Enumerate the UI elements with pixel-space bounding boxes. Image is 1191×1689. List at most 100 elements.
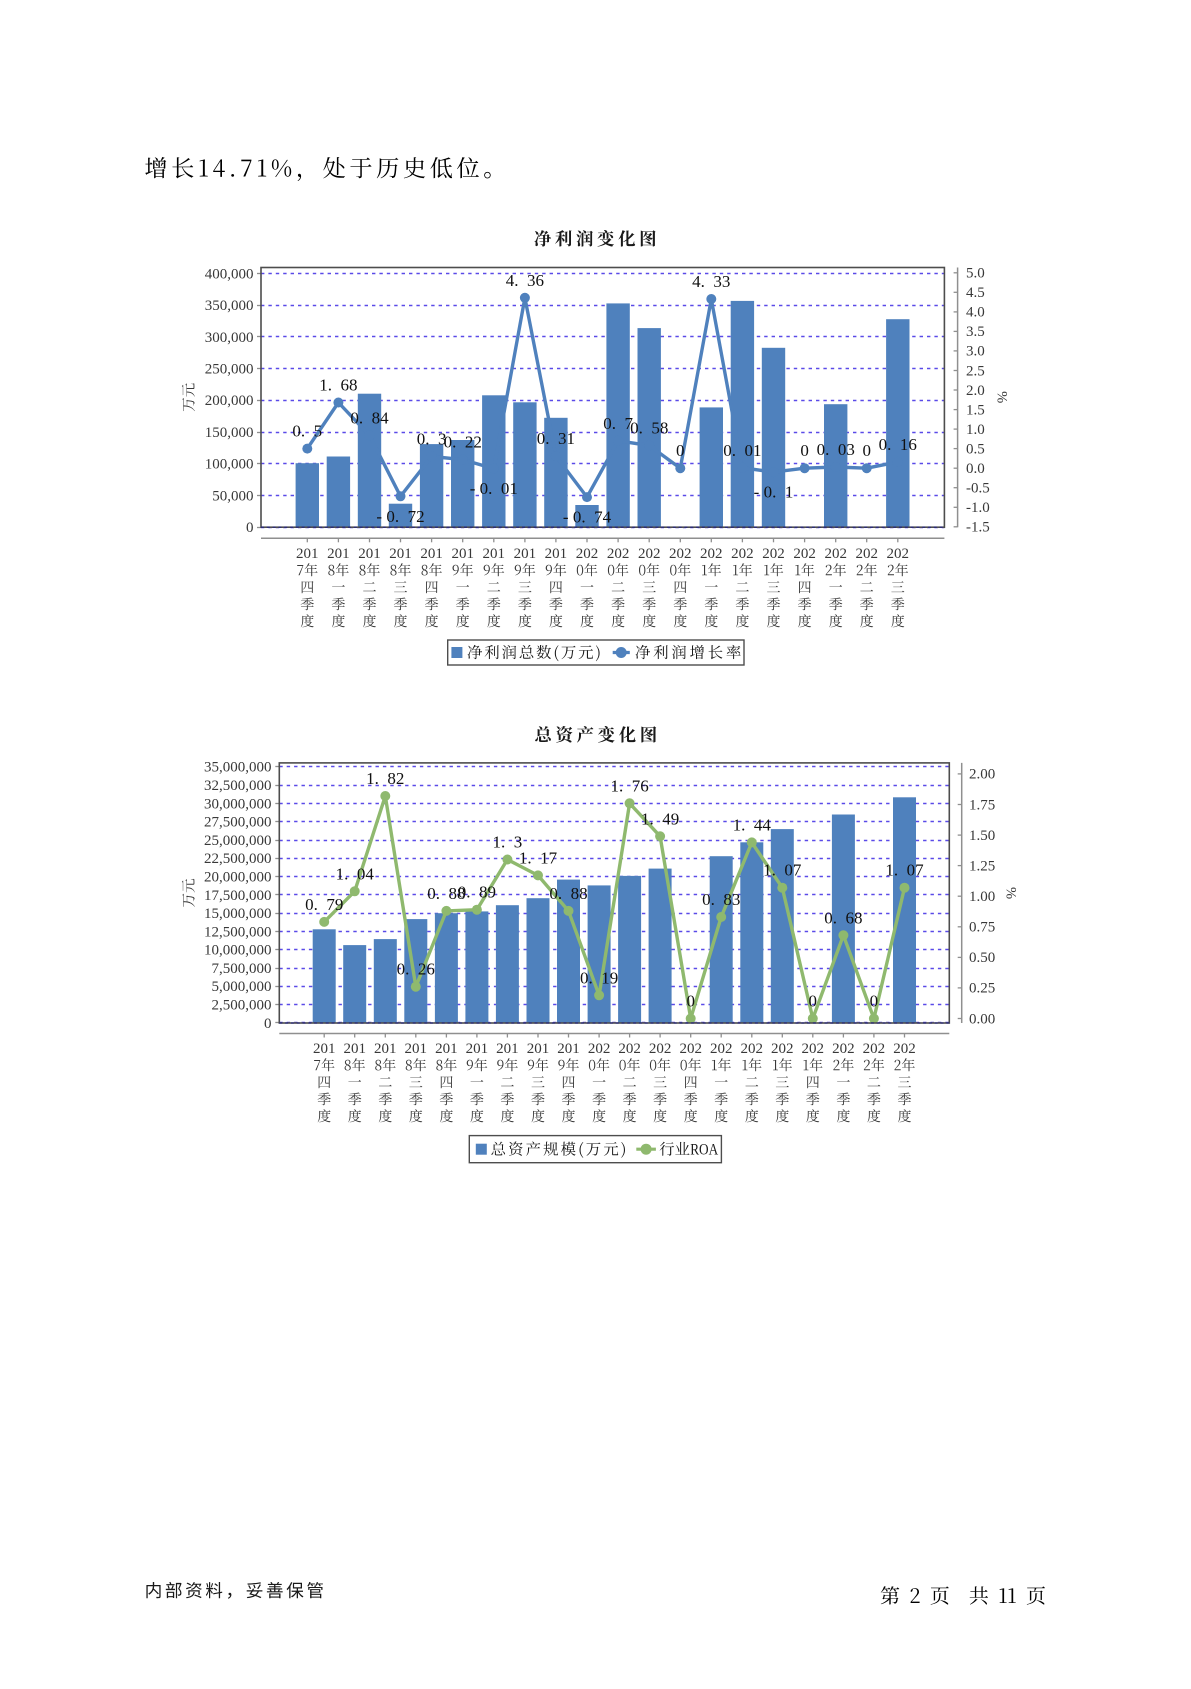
svg-text:0.00: 0.00 [969, 1011, 995, 1027]
svg-text:202: 202 [618, 1041, 641, 1057]
svg-text:202: 202 [762, 546, 785, 562]
svg-text:202: 202 [802, 1041, 825, 1057]
svg-text:2,500,000: 2,500,000 [212, 998, 272, 1014]
svg-text:201: 201 [313, 1041, 336, 1057]
svg-text:202: 202 [607, 546, 630, 562]
svg-text:0. 3: 0. 3 [417, 430, 447, 449]
svg-text:0: 0 [870, 992, 879, 1011]
svg-text:0. 26: 0. 26 [397, 960, 435, 979]
svg-text:22,500,000: 22,500,000 [204, 851, 272, 867]
svg-text:4. 33: 4. 33 [692, 272, 730, 291]
svg-text:0.0: 0.0 [966, 461, 985, 477]
svg-text:1. 04: 1. 04 [336, 864, 375, 883]
svg-text:0.75: 0.75 [969, 920, 995, 936]
svg-text:201: 201 [296, 546, 319, 562]
svg-text:201: 201 [466, 1041, 489, 1057]
svg-text:25,000,000: 25,000,000 [204, 833, 272, 849]
svg-text:1. 3: 1. 3 [493, 833, 523, 852]
svg-text:202: 202 [649, 1041, 672, 1057]
svg-text:4.0: 4.0 [966, 305, 985, 321]
svg-text:202: 202 [679, 1041, 702, 1057]
svg-text:0. 79: 0. 79 [305, 895, 343, 914]
svg-text:201: 201 [527, 1041, 550, 1057]
svg-text:0: 0 [862, 441, 871, 460]
svg-text:201: 201 [327, 546, 350, 562]
svg-text:201: 201 [358, 546, 381, 562]
svg-text:202: 202 [793, 546, 816, 562]
svg-text:201: 201 [343, 1041, 366, 1057]
svg-text:100,000: 100,000 [205, 457, 254, 473]
svg-text:0. 58: 0. 58 [630, 419, 668, 438]
svg-text:20,000,000: 20,000,000 [204, 870, 272, 886]
svg-text:201: 201 [545, 546, 568, 562]
svg-text:32,500,000: 32,500,000 [204, 778, 272, 794]
svg-text:- 0. 74: - 0. 74 [563, 508, 612, 527]
svg-text:201: 201 [451, 546, 474, 562]
svg-text:1. 07: 1. 07 [763, 861, 802, 880]
svg-text:202: 202 [588, 1041, 611, 1057]
svg-text:400,000: 400,000 [205, 266, 254, 282]
svg-text:0: 0 [686, 992, 695, 1011]
svg-text:12,500,000: 12,500,000 [204, 924, 272, 940]
svg-text:1. 07: 1. 07 [885, 861, 924, 880]
svg-text:202: 202 [771, 1041, 794, 1057]
svg-text:0: 0 [264, 1016, 272, 1032]
svg-text:202: 202 [824, 546, 847, 562]
svg-text:- 0. 72: - 0. 72 [376, 507, 424, 526]
svg-text:201: 201 [405, 1041, 428, 1057]
svg-text:2.0: 2.0 [966, 383, 985, 399]
svg-text:5,000,000: 5,000,000 [212, 979, 272, 995]
svg-text:0.50: 0.50 [969, 950, 995, 966]
svg-text:1. 17: 1. 17 [519, 848, 558, 867]
svg-text:- 0. 1: - 0. 1 [754, 483, 794, 502]
svg-text:201: 201 [496, 1041, 519, 1057]
svg-text:17,500,000: 17,500,000 [204, 888, 272, 904]
svg-text:-0.5: -0.5 [966, 481, 990, 497]
svg-text:202: 202 [887, 546, 910, 562]
svg-text:0. 68: 0. 68 [824, 908, 862, 927]
svg-text:-1.5: -1.5 [966, 520, 990, 536]
svg-text:201: 201 [389, 546, 412, 562]
svg-text:0.25: 0.25 [969, 981, 995, 997]
svg-text:300,000: 300,000 [205, 330, 254, 346]
svg-text:35,000,000: 35,000,000 [204, 760, 272, 776]
svg-text:0. 5: 0. 5 [292, 422, 322, 441]
svg-text:0.5: 0.5 [966, 441, 985, 457]
svg-text:27,500,000: 27,500,000 [204, 815, 272, 831]
svg-text:202: 202 [893, 1041, 916, 1057]
svg-text:0. 7: 0. 7 [603, 414, 633, 433]
svg-text:0. 89: 0. 89 [458, 883, 496, 902]
svg-text:2.00: 2.00 [969, 767, 995, 783]
svg-text:-1.0: -1.0 [966, 500, 990, 516]
svg-text:0. 16: 0. 16 [879, 435, 917, 454]
svg-text:0. 01: 0. 01 [723, 441, 761, 460]
svg-text:15,000,000: 15,000,000 [204, 906, 272, 922]
svg-text:0. 84: 0. 84 [350, 408, 389, 427]
svg-text:1.50: 1.50 [969, 828, 995, 844]
svg-text:350,000: 350,000 [205, 298, 254, 314]
svg-text:202: 202 [669, 546, 692, 562]
svg-text:0. 83: 0. 83 [702, 890, 740, 909]
svg-text:0. 19: 0. 19 [580, 968, 618, 987]
svg-text:201: 201 [514, 546, 537, 562]
svg-text:0: 0 [246, 520, 254, 536]
svg-text:200,000: 200,000 [205, 393, 254, 409]
svg-text:0: 0 [676, 441, 685, 460]
svg-text:0. 31: 0. 31 [537, 429, 575, 448]
svg-text:1.00: 1.00 [969, 889, 995, 905]
svg-text:201: 201 [374, 1041, 397, 1057]
svg-text:%: % [1003, 887, 1019, 899]
svg-text:1. 76: 1. 76 [610, 776, 648, 795]
svg-text:201: 201 [557, 1041, 580, 1057]
svg-text:0. 88: 0. 88 [427, 884, 465, 903]
svg-text:%: % [994, 391, 1010, 403]
svg-text:- 0. 01: - 0. 01 [470, 479, 518, 498]
svg-text:202: 202 [710, 1041, 733, 1057]
svg-text:0. 88: 0. 88 [549, 884, 587, 903]
svg-text:3.5: 3.5 [966, 324, 985, 340]
svg-text:202: 202 [741, 1041, 764, 1057]
svg-text:202: 202 [731, 546, 754, 562]
svg-text:1. 49: 1. 49 [641, 809, 679, 828]
svg-text:202: 202 [855, 546, 878, 562]
svg-text:1. 68: 1. 68 [319, 376, 357, 395]
